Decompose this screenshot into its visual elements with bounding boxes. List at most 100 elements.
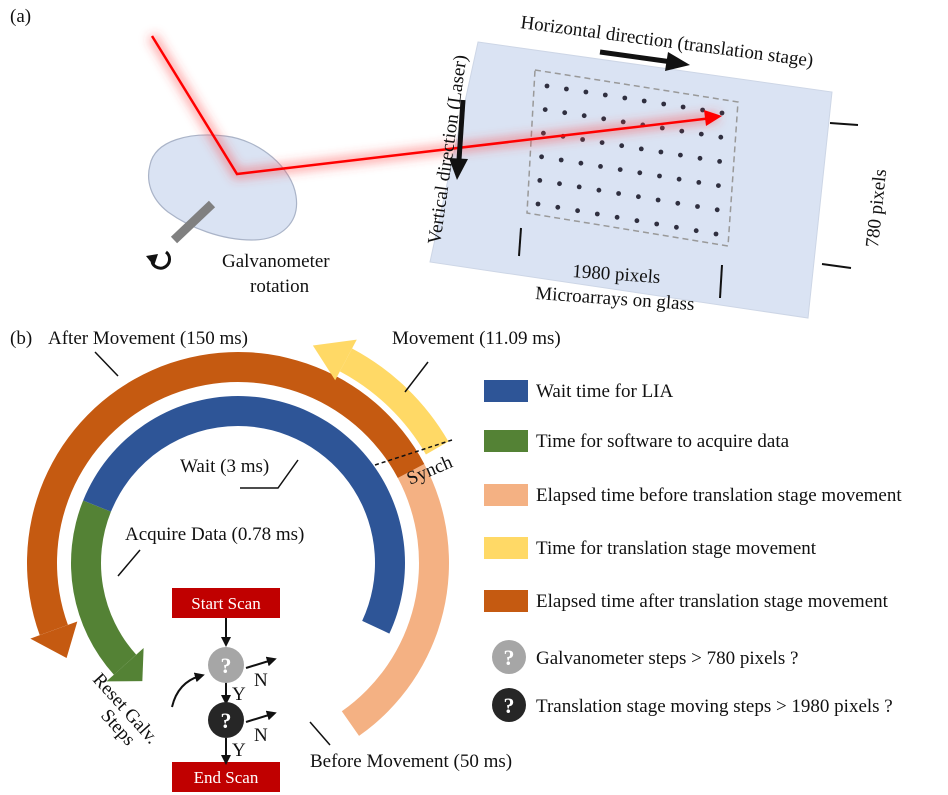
legend-swatch: [484, 380, 528, 402]
galvo-no-arrow: [245, 656, 277, 669]
glass-slide: [429, 41, 833, 319]
microarray-dot: [693, 228, 699, 234]
microarray-dot: [638, 146, 644, 152]
galvo-question-glyph: ?: [221, 653, 232, 678]
galvanometer-shaft: [170, 200, 216, 244]
legend-label: Elapsed time after translation stage mov…: [536, 591, 889, 612]
galvo-label-line1: Galvanometer: [222, 251, 330, 272]
microarray-dot: [655, 197, 661, 203]
microarray-dot: [619, 143, 625, 149]
legend-label: Elapsed time before translation stage mo…: [536, 485, 902, 506]
stage-yes-label: Y: [232, 740, 246, 761]
legend-label: Time for translation stage movement: [536, 538, 817, 559]
microarray-dot: [575, 208, 580, 214]
height-label: 780 pixels: [862, 168, 891, 248]
acquire-arrowhead: [106, 647, 144, 682]
laser-beam: [147, 33, 722, 180]
movement-leader: [404, 361, 429, 393]
microarray-dot: [616, 191, 621, 196]
acquire-leader: [117, 549, 141, 577]
panel-b: (b) After Movement (150 ms) Movement (11…: [10, 328, 902, 792]
microarray-dot: [695, 204, 700, 209]
microarray-dot: [716, 183, 721, 189]
microarray-dot: [675, 200, 681, 206]
microarray-dot: [680, 104, 686, 110]
microarray-dot: [714, 207, 720, 213]
timing-arcs: [26, 339, 449, 736]
microarray-dot: [601, 116, 607, 122]
legend-question-label: Galvanometer steps > 780 pixels ?: [536, 648, 798, 669]
microarray-dot: [542, 107, 548, 112]
panel-a: (a) Galvanometer rotation Horizontal dir…: [10, 6, 891, 319]
legend-swatch: [484, 537, 528, 559]
stage-question-glyph: ?: [221, 708, 232, 733]
microarray-dot: [678, 152, 683, 158]
microarray-dot: [700, 107, 705, 113]
acquire-label: Acquire Data (0.78 ms): [125, 524, 304, 545]
microarray-dot: [535, 201, 541, 207]
microarray-dot: [583, 89, 589, 95]
horizontal-direction-arrow: [599, 49, 690, 71]
movement-arrowhead: [312, 339, 357, 381]
legend-question-glyph: ?: [504, 645, 515, 670]
microarray-dot: [696, 180, 702, 185]
vertical-direction-arrow: [449, 99, 468, 180]
microarray-dot: [698, 131, 704, 137]
galvo-yes-label: Y: [232, 684, 246, 705]
microarray-dot: [654, 221, 660, 227]
legend-label: Time for software to acquire data: [536, 431, 790, 452]
microarray-dot: [697, 155, 703, 161]
legend-question-label: Translation stage moving steps > 1980 pi…: [536, 696, 893, 717]
legend: Wait time for LIA Time for software to ac…: [484, 380, 902, 722]
before-movement-arc: [341, 463, 449, 736]
microarray-dot: [594, 211, 600, 217]
galvo-label-line2: rotation: [250, 276, 310, 297]
microarray-dot: [562, 110, 568, 116]
microarray-dot: [636, 194, 641, 200]
microarray-dot: [580, 137, 585, 142]
stage-decision: ?: [208, 702, 244, 738]
microarray-dot: [602, 92, 608, 98]
microarray-dot: [658, 149, 664, 155]
microarray-dot: [581, 113, 587, 119]
stage-question-icon: [208, 702, 244, 738]
microarray-dot: [717, 159, 722, 164]
microarray-dot: [557, 181, 562, 187]
wait-leader: [240, 459, 299, 489]
after-movement-leader: [94, 351, 119, 377]
reset-arrow: [171, 672, 205, 708]
microarray-dot: [679, 128, 685, 134]
wait-label: Wait (3 ms): [180, 456, 269, 477]
wait-arc-left: [83, 396, 238, 512]
width-dimension-ticks: [518, 227, 723, 299]
panel-b-label: (b): [10, 328, 32, 349]
legend-swatch: [484, 430, 528, 452]
galvo-decision: ?: [208, 647, 244, 683]
legend-question-glyph: ?: [504, 693, 515, 718]
stage-no-label: N: [254, 725, 268, 746]
microarray-dot: [537, 178, 543, 183]
panel-a-label: (a): [10, 6, 31, 27]
movement-label: Movement (11.09 ms): [392, 328, 561, 349]
acquire-arc: [71, 500, 137, 675]
microarray-dot: [676, 176, 682, 182]
microarray-dot: [555, 204, 561, 210]
microarray-dot: [674, 224, 679, 230]
galvo-question-icon: [208, 647, 244, 683]
wait-arc: [238, 396, 406, 634]
microarray-dot: [641, 98, 647, 104]
movement-arc: [339, 348, 449, 455]
after-movement-label: After Movement (150 ms): [48, 328, 248, 349]
microarray-dot: [578, 160, 584, 166]
microarray-dot: [614, 214, 620, 220]
height-dimension-ticks: [821, 122, 859, 269]
after-movement-arrowhead: [30, 621, 78, 659]
microarray-dot: [718, 134, 724, 140]
legend-swatch: [484, 484, 528, 506]
microarray-dot: [637, 170, 643, 176]
before-movement-leader: [309, 721, 331, 746]
galvo-no-label: N: [254, 670, 268, 691]
microarray-dot: [544, 83, 550, 89]
legend-swatch: [484, 590, 528, 612]
